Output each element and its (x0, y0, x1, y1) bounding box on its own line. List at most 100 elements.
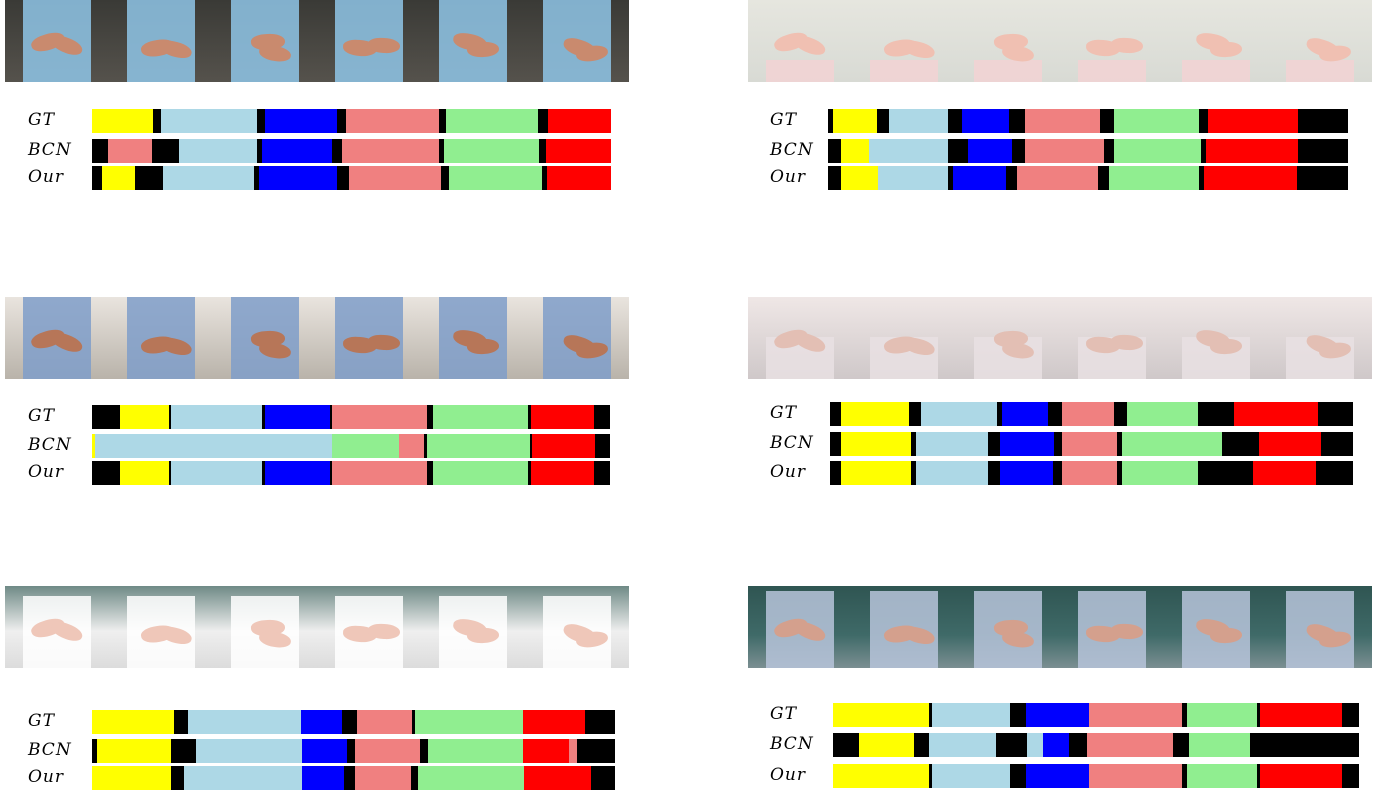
action-segment (1198, 166, 1205, 190)
action-segment (355, 739, 422, 763)
action-segment (1259, 764, 1343, 788)
action-segment (438, 109, 447, 133)
action-segment (332, 461, 428, 485)
segmentation-bar-gt (92, 710, 615, 734)
hand-shape (901, 38, 937, 61)
video-frame-thumbnail (317, 0, 421, 82)
action-segment (962, 109, 1010, 133)
row-label-bcn: BCN (28, 435, 72, 455)
action-segment (947, 109, 963, 133)
action-segment (947, 139, 969, 163)
action-segment (170, 766, 185, 790)
video-frame-thumbnail (109, 297, 213, 379)
action-segment (399, 434, 425, 458)
video-frame-thumbnail (852, 0, 956, 82)
action-segment (1054, 432, 1063, 456)
hand-shape (1209, 40, 1243, 59)
video-frame-strip (5, 586, 629, 668)
action-segment (522, 739, 570, 763)
action-segment (1122, 432, 1223, 456)
segmentation-bar-bcn (833, 733, 1359, 757)
action-segment (1011, 139, 1026, 163)
action-segment (356, 710, 413, 734)
action-segment (92, 139, 109, 163)
action-segment (1201, 139, 1207, 163)
video-frame-thumbnail (317, 586, 421, 668)
action-segment (168, 405, 172, 429)
action-segment (1342, 764, 1359, 788)
video-frame-thumbnail (852, 297, 956, 379)
sleeve-shape (1078, 60, 1146, 82)
segmentation-bar-our (833, 764, 1359, 788)
action-segment (538, 139, 547, 163)
action-segment (833, 733, 860, 757)
action-segment (910, 461, 917, 485)
video-frame-thumbnail (1164, 297, 1268, 379)
action-segment (830, 461, 842, 485)
row-label-bcn: BCN (770, 140, 814, 160)
video-frame-thumbnail (213, 586, 317, 668)
action-segment (336, 166, 351, 190)
action-segment (92, 405, 122, 429)
action-segment (999, 461, 1054, 485)
row-label-gt: GT (770, 110, 797, 130)
action-segment (1009, 703, 1027, 727)
segmentation-bar-gt (92, 109, 611, 133)
action-segment (1181, 764, 1189, 788)
action-segment (438, 139, 445, 163)
action-segment (171, 461, 263, 485)
action-segment (538, 109, 549, 133)
sleeve-shape (766, 60, 834, 82)
action-segment (1005, 166, 1018, 190)
action-segment (1002, 402, 1049, 426)
action-segment (996, 402, 1003, 426)
action-segment (840, 402, 910, 426)
action-segment (262, 139, 333, 163)
action-segment (448, 166, 543, 190)
action-segment (929, 764, 933, 788)
segmentation-bar-gt (92, 405, 610, 429)
row-label-our: Our (770, 167, 807, 187)
action-segment (529, 434, 534, 458)
action-segment (932, 764, 1011, 788)
segmentation-bar-our (92, 166, 611, 190)
action-segment (1114, 139, 1202, 163)
action-segment (1100, 109, 1115, 133)
action-segment (354, 766, 413, 790)
action-segment (967, 139, 1013, 163)
segmentation-bar-bcn (92, 739, 615, 763)
video-frame-thumbnail (748, 297, 852, 379)
action-segment (840, 461, 912, 485)
action-segment (542, 166, 549, 190)
video-frame-thumbnail (1268, 586, 1372, 668)
action-segment (160, 109, 258, 133)
action-segment (423, 434, 428, 458)
action-segment (1234, 402, 1319, 426)
video-frame-strip (5, 297, 629, 379)
row-label-gt: GT (770, 704, 797, 724)
action-segment (528, 405, 532, 429)
segmentation-bar-bcn (830, 432, 1353, 456)
action-segment (833, 764, 930, 788)
action-segment (1062, 402, 1115, 426)
action-segment (184, 766, 303, 790)
action-segment (1027, 733, 1044, 757)
action-segment (877, 166, 949, 190)
action-segment (840, 432, 912, 456)
action-segment (264, 405, 331, 429)
action-segment (331, 434, 400, 458)
action-segment (187, 710, 302, 734)
action-segment (162, 166, 255, 190)
action-segment (345, 109, 440, 133)
action-segment (1117, 432, 1123, 456)
segmentation-bar-bcn (92, 434, 610, 458)
video-frame-thumbnail (956, 297, 1060, 379)
action-segment (594, 434, 610, 458)
action-segment (120, 405, 170, 429)
action-segment (916, 432, 989, 456)
action-segment (171, 739, 197, 763)
video-frame-thumbnail (852, 586, 956, 668)
video-frame-thumbnail (317, 297, 421, 379)
action-segment (1103, 139, 1116, 163)
action-segment (1188, 733, 1251, 757)
